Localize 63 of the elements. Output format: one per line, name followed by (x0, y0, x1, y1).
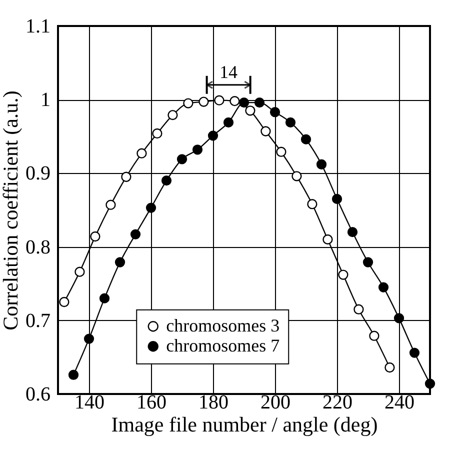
x-axis-title: Image file number / angle (deg) (111, 412, 378, 436)
point (354, 304, 364, 314)
point (106, 200, 116, 210)
point (424, 378, 436, 389)
point (90, 231, 100, 242)
point (176, 154, 188, 164)
point (245, 106, 256, 116)
point (238, 97, 250, 108)
point (316, 159, 327, 170)
point (276, 146, 286, 157)
point (307, 199, 318, 210)
legend-label: chromosomes 7 (166, 335, 280, 356)
point (254, 97, 265, 108)
point (394, 313, 404, 324)
legend-label: chromosomes 3 (166, 315, 280, 336)
x-tick-label: 180 (198, 392, 228, 414)
point (183, 98, 194, 108)
x-tick-label: 240 (384, 392, 414, 414)
point (121, 172, 132, 182)
y-tick-label: 0.8 (26, 236, 50, 258)
y-tick-label: 0.7 (26, 310, 50, 332)
x-tick-label: 160 (136, 392, 166, 414)
point (74, 266, 85, 277)
y-axis-title: Correlation coefficient (a.u.) (0, 90, 22, 330)
point (384, 362, 395, 373)
point (260, 126, 271, 136)
point (300, 134, 312, 144)
x-tick-label: 140 (74, 392, 104, 414)
annotation: 14 (220, 62, 238, 82)
x-tick-label: 200 (260, 392, 290, 414)
point (84, 334, 94, 344)
point (114, 257, 126, 268)
y-tick-label: 0.9 (26, 162, 50, 185)
point (68, 370, 79, 380)
point (322, 234, 333, 245)
x-tick-label: 220 (322, 392, 352, 414)
point (369, 330, 380, 341)
point (338, 270, 348, 280)
point (161, 175, 172, 186)
point (362, 257, 374, 268)
point (59, 296, 70, 308)
point (270, 107, 280, 118)
point (292, 171, 302, 182)
point (285, 117, 296, 128)
point (192, 144, 203, 155)
point (198, 96, 209, 107)
point (332, 194, 342, 204)
point (230, 96, 240, 106)
point (208, 130, 218, 141)
y-tick-label: 1 (40, 89, 50, 112)
point (409, 348, 420, 358)
point (99, 293, 110, 304)
point (347, 227, 358, 238)
point (168, 110, 178, 120)
point (130, 229, 141, 240)
point (146, 202, 156, 213)
point (214, 95, 224, 106)
y-tick-label: 0.6 (26, 384, 50, 406)
point (223, 117, 234, 128)
point (152, 128, 162, 139)
point (136, 148, 147, 158)
y-tick-label: 1.1 (26, 16, 50, 38)
point (378, 282, 389, 292)
